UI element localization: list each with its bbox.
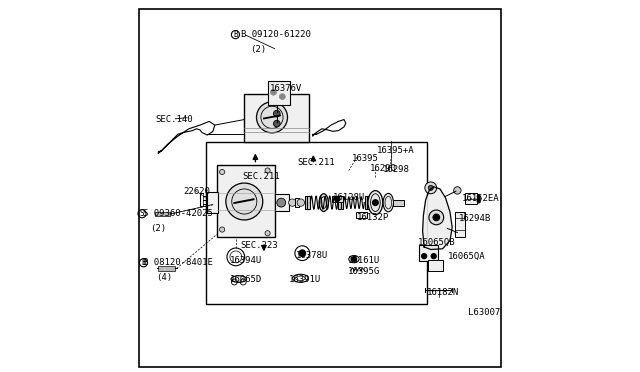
Text: 16065QB: 16065QB <box>418 238 456 247</box>
Text: SEC.140: SEC.140 <box>156 115 193 124</box>
Circle shape <box>425 182 436 194</box>
Circle shape <box>220 169 225 174</box>
Circle shape <box>257 102 287 133</box>
Text: 16391U: 16391U <box>289 275 321 283</box>
Circle shape <box>351 257 356 262</box>
Text: 22620: 22620 <box>184 187 211 196</box>
Circle shape <box>431 254 436 259</box>
Text: 16065D: 16065D <box>230 275 262 283</box>
Text: L63007: L63007 <box>468 308 500 317</box>
Text: 16395G: 16395G <box>348 267 380 276</box>
Circle shape <box>372 200 378 206</box>
Bar <box>205 142 427 304</box>
Text: 16395: 16395 <box>351 154 378 163</box>
Text: 16152EA: 16152EA <box>462 195 500 203</box>
Ellipse shape <box>368 190 383 215</box>
Bar <box>465 193 477 204</box>
Bar <box>365 196 367 209</box>
Text: B: B <box>233 30 238 39</box>
Bar <box>340 196 343 209</box>
Ellipse shape <box>231 276 246 282</box>
Bar <box>393 200 404 206</box>
Circle shape <box>280 94 285 100</box>
Bar <box>295 198 300 207</box>
Bar <box>218 165 275 237</box>
Text: 16395+A: 16395+A <box>377 147 415 155</box>
Bar <box>158 266 175 271</box>
Circle shape <box>226 183 263 220</box>
Circle shape <box>273 110 280 117</box>
Ellipse shape <box>321 197 326 209</box>
Bar <box>155 212 170 216</box>
Text: 16394U: 16394U <box>230 256 262 265</box>
Bar <box>455 212 465 237</box>
Text: 16065QA: 16065QA <box>447 252 485 262</box>
Circle shape <box>299 250 306 257</box>
Bar <box>367 196 370 209</box>
Text: 16298: 16298 <box>383 165 410 174</box>
Circle shape <box>429 210 444 225</box>
Bar <box>356 212 367 218</box>
Text: (2): (2) <box>250 45 266 54</box>
Circle shape <box>477 198 480 201</box>
Circle shape <box>422 254 427 259</box>
Bar <box>332 196 342 202</box>
Circle shape <box>477 195 480 198</box>
Text: 16182N: 16182N <box>427 288 460 297</box>
Bar <box>305 196 308 209</box>
Circle shape <box>220 227 225 232</box>
Circle shape <box>477 200 480 203</box>
Ellipse shape <box>349 256 359 263</box>
Ellipse shape <box>383 193 394 212</box>
Text: B: B <box>141 258 146 267</box>
Circle shape <box>335 196 340 202</box>
Text: SEC.211: SEC.211 <box>243 172 280 181</box>
Text: 16378U: 16378U <box>296 251 328 260</box>
Bar <box>307 196 310 209</box>
Text: (2): (2) <box>150 224 166 233</box>
Text: 16161U: 16161U <box>348 256 380 265</box>
Circle shape <box>289 199 296 206</box>
Text: 16290: 16290 <box>370 164 397 173</box>
Text: S: S <box>140 209 145 218</box>
Circle shape <box>265 168 270 173</box>
Circle shape <box>428 185 433 190</box>
Text: SEC.211: SEC.211 <box>298 157 335 167</box>
Circle shape <box>297 199 305 206</box>
Circle shape <box>454 187 461 194</box>
Bar <box>419 245 438 260</box>
Text: B 09120-61220: B 09120-61220 <box>241 30 310 39</box>
Bar <box>268 81 290 105</box>
Ellipse shape <box>319 194 328 211</box>
Polygon shape <box>422 187 452 250</box>
Circle shape <box>271 89 276 95</box>
Circle shape <box>433 214 440 221</box>
Circle shape <box>273 120 280 127</box>
Text: 16376V: 16376V <box>270 84 303 93</box>
Text: S 09360-42025: S 09360-42025 <box>143 209 212 218</box>
Text: 16294B: 16294B <box>458 214 491 223</box>
Text: (4): (4) <box>156 273 172 282</box>
Bar <box>207 192 218 212</box>
Text: 16128U: 16128U <box>333 193 365 202</box>
Circle shape <box>265 231 270 236</box>
Circle shape <box>455 230 463 237</box>
Bar <box>275 195 289 211</box>
Bar <box>338 196 340 209</box>
Text: 16132P: 16132P <box>357 213 389 222</box>
Circle shape <box>277 198 285 207</box>
Bar <box>244 94 309 142</box>
Text: SEC.223: SEC.223 <box>241 241 278 250</box>
Bar <box>428 260 443 271</box>
Text: B 08120-8401E: B 08120-8401E <box>143 258 212 267</box>
